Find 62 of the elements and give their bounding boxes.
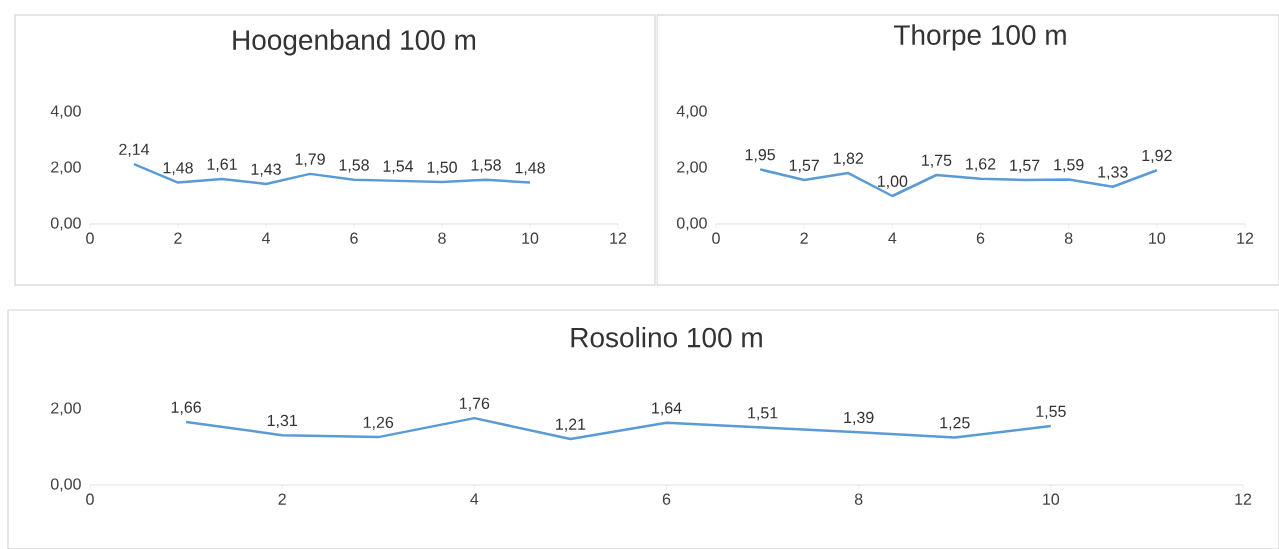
x-tick-label: 12 <box>610 232 627 244</box>
data-label: 1,76 <box>459 397 490 411</box>
data-label: 1,33 <box>1098 166 1128 180</box>
x-tick-label: 6 <box>976 232 985 244</box>
x-tick-label: 8 <box>1064 232 1073 244</box>
data-label: 1,66 <box>171 401 201 415</box>
y-tick-label: 0,00 <box>50 478 81 492</box>
data-label: 1,95 <box>745 148 775 163</box>
chart-title: Hoogenband 100 m <box>233 29 476 56</box>
y-tick-label: 0,00 <box>50 217 81 231</box>
x-tick-label: 2 <box>174 232 182 244</box>
data-label: 1,82 <box>833 152 864 166</box>
data-label: 1,26 <box>363 416 394 430</box>
x-tick-label: 4 <box>470 493 479 505</box>
x-tick-label: 4 <box>888 232 897 244</box>
y-tick-label: 0,00 <box>676 217 707 231</box>
data-label: 2,14 <box>119 143 150 157</box>
data-label: 1,39 <box>844 411 874 425</box>
x-tick-label: 6 <box>662 493 671 505</box>
data-label: 1,51 <box>748 407 778 421</box>
data-label: 1,48 <box>163 162 193 176</box>
data-label: 1,48 <box>515 162 545 176</box>
y-tick-label: 2,00 <box>51 402 81 416</box>
data-label: 1,57 <box>789 159 819 173</box>
y-tick-label: 2,00 <box>677 161 707 175</box>
y-tick-label: 4,00 <box>676 105 707 119</box>
data-label: 1,61 <box>207 158 237 172</box>
x-tick-label: 0 <box>86 493 94 505</box>
data-label: 1,21 <box>556 418 586 432</box>
data-label: 1,58 <box>339 159 369 173</box>
data-label: 1,62 <box>966 158 996 172</box>
data-label: 1,59 <box>1054 159 1084 173</box>
x-tick-label: 10 <box>1043 493 1060 505</box>
data-label: 1,79 <box>295 153 325 167</box>
data-label: 1,54 <box>383 160 414 174</box>
data-label: 1,64 <box>652 402 682 416</box>
x-tick-label: 2 <box>800 232 808 244</box>
data-label: 1,58 <box>471 159 501 173</box>
data-label: 1,57 <box>1010 159 1040 173</box>
y-tick-label: 4,00 <box>50 105 81 119</box>
chart-title: Rosolino 100 m <box>571 326 762 348</box>
data-label: 1,25 <box>940 417 970 431</box>
data-label: 1,55 <box>1036 405 1066 419</box>
x-tick-label: 8 <box>854 493 863 505</box>
x-tick-label: 6 <box>350 232 358 244</box>
x-tick-label: 2 <box>278 493 286 505</box>
x-tick-label: 0 <box>86 232 94 244</box>
x-tick-label: 12 <box>1235 493 1252 505</box>
data-label: 1,00 <box>878 175 908 189</box>
x-tick-label: 4 <box>261 232 270 244</box>
x-tick-label: 8 <box>438 232 446 244</box>
data-label: 1,31 <box>267 414 297 429</box>
data-label: 1,43 <box>251 163 281 177</box>
x-tick-label: 0 <box>712 232 720 244</box>
data-label: 1,75 <box>922 154 952 168</box>
data-label: 1,50 <box>427 161 457 175</box>
chart-title: Thorpe 100 m <box>893 24 1066 51</box>
y-tick-label: 2,00 <box>51 161 81 175</box>
x-tick-label: 10 <box>522 232 539 244</box>
data-label: 1,92 <box>1142 149 1172 164</box>
x-tick-label: 10 <box>1149 232 1166 244</box>
x-tick-label: 12 <box>1237 232 1254 244</box>
